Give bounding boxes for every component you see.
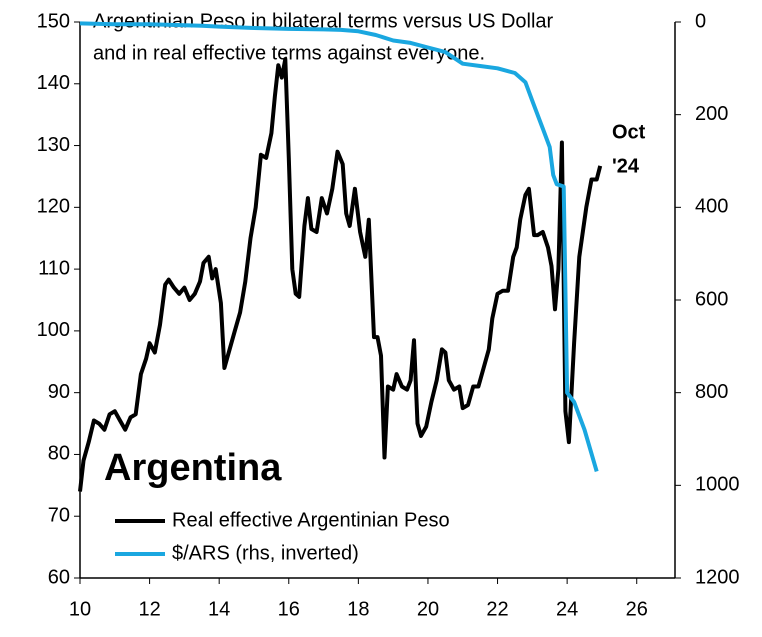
y-tick-label: 80 xyxy=(48,443,70,465)
x-tick-label: 18 xyxy=(347,598,369,620)
series-line xyxy=(79,21,599,472)
y2-tick-label: 400 xyxy=(695,196,728,218)
y2-tick-label: 800 xyxy=(695,381,728,403)
x-tick-label: 12 xyxy=(138,598,160,620)
chart-title: and in real effective terms against ever… xyxy=(93,42,485,64)
x-tick-label: 26 xyxy=(626,598,648,620)
x-tick-label: 20 xyxy=(417,598,439,620)
y2-tick-label: 1000 xyxy=(695,474,740,496)
x-tick-label: 24 xyxy=(556,598,578,620)
y-tick-label: 120 xyxy=(37,196,70,218)
y2-tick-label: 0 xyxy=(695,10,706,32)
x-tick-label: 16 xyxy=(278,598,300,620)
y2-tick-label: 1200 xyxy=(695,566,740,588)
annotation: '24 xyxy=(612,155,640,177)
legend-label: Real effective Argentinian Peso xyxy=(172,509,450,531)
annotation: Oct xyxy=(612,121,646,143)
y2-tick-label: 200 xyxy=(695,103,728,125)
y-tick-label: 100 xyxy=(37,319,70,341)
y-tick-label: 90 xyxy=(48,381,70,403)
y-tick-label: 150 xyxy=(37,10,70,32)
x-tick-label: 14 xyxy=(208,598,230,620)
legend-label: $/ARS (rhs, inverted) xyxy=(172,542,359,564)
y-tick-label: 110 xyxy=(38,257,70,279)
y-tick-label: 140 xyxy=(37,72,70,94)
y-tick-label: 130 xyxy=(37,134,70,156)
chart-label: Argentina xyxy=(104,447,282,489)
x-tick-label: 10 xyxy=(69,598,91,620)
y-tick-label: 60 xyxy=(48,566,70,588)
x-tick-label: 22 xyxy=(486,598,508,620)
series-line xyxy=(78,57,603,492)
y-tick-label: 70 xyxy=(48,505,70,527)
y2-tick-label: 600 xyxy=(695,288,728,310)
